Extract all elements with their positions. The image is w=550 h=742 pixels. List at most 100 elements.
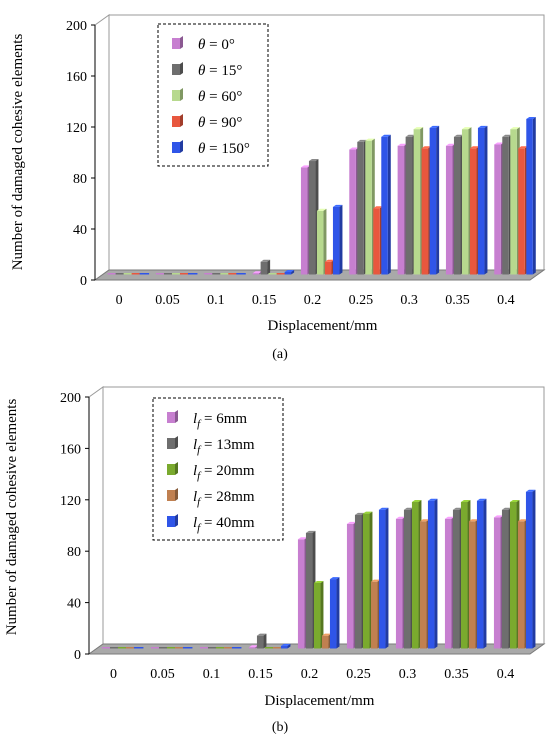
bar-top	[349, 147, 359, 150]
bar-b-0-0	[101, 647, 112, 649]
bar-a-0-2	[204, 273, 214, 275]
bar-top	[252, 271, 263, 274]
bar-top	[308, 159, 319, 162]
x-tick-label-a: 0.15	[252, 293, 277, 308]
bar-face	[256, 635, 264, 649]
bar-face	[321, 635, 329, 649]
bar-face	[502, 136, 509, 275]
x-axis-title-a: Displacement/mm	[268, 318, 378, 334]
panel-label-a: (a)	[272, 347, 288, 362]
bar-flat	[174, 647, 185, 649]
bar-top	[510, 127, 520, 130]
bar-b-4-8	[525, 489, 536, 649]
legend-swatch-face	[167, 412, 175, 423]
bar-flat	[166, 647, 177, 649]
bar-face	[252, 273, 260, 275]
legend-swatch-side	[175, 462, 178, 475]
bar-face	[460, 502, 468, 649]
x-tick-label-b: 0.2	[301, 667, 319, 682]
y-tick-label-a: 0	[80, 274, 87, 289]
bar-face	[444, 518, 452, 649]
bar-face	[349, 149, 356, 275]
legend-swatch-face	[172, 90, 180, 101]
bar-b-4-7	[476, 498, 487, 649]
bar-top	[329, 577, 340, 580]
bar-top	[445, 143, 456, 146]
bar-flat	[223, 647, 234, 649]
bar-a-4-7	[477, 125, 488, 275]
legend-swatch-b-3	[167, 488, 178, 501]
legend-swatch-face	[172, 38, 180, 49]
legend-swatch-side	[175, 436, 178, 449]
bar-a-2-3	[268, 273, 279, 275]
bar-a-4-8	[526, 116, 536, 275]
legend-swatch-side	[175, 514, 178, 527]
y-axis-title-b: Number of damaged cohesive elements	[4, 399, 20, 636]
chart-panel-a: 0 40 80 120 160 200 0 0.05 0.1 0.15 0.2 0.25 0.3 0.35…	[10, 14, 546, 362]
bar-top	[444, 516, 455, 519]
bar-face	[477, 127, 485, 275]
x-tick-label-b: 0.3	[399, 667, 417, 682]
bar-top	[378, 507, 389, 510]
bar-a-1-2	[212, 273, 222, 275]
bar-face	[300, 167, 308, 275]
bar-b-4-2	[231, 647, 242, 649]
bar-b-4-1	[182, 647, 193, 649]
bar-side	[291, 269, 295, 275]
bar-flat	[212, 273, 222, 275]
bar-face	[354, 514, 362, 649]
x-tick-label-b: 0.25	[346, 667, 371, 682]
bar-a-0-0	[107, 273, 118, 275]
legend-swatch-a-1	[172, 62, 183, 75]
bar-top	[493, 515, 504, 518]
bar-a-3-2	[228, 273, 238, 275]
bar-b-1-2	[207, 647, 218, 649]
bar-side	[434, 498, 438, 649]
y-tick-label-a: 120	[66, 121, 87, 136]
bar-flat	[179, 273, 190, 275]
x-tick-label-a: 0.25	[349, 293, 374, 308]
bar-flat	[115, 273, 126, 275]
bar-b-3-2	[223, 647, 234, 649]
legend-swatch-a-2	[172, 88, 183, 101]
x-tick-label-b: 0.35	[444, 667, 469, 682]
bar-top	[461, 127, 472, 130]
bar-flat	[268, 273, 279, 275]
y-tick-label-b: 120	[60, 494, 81, 509]
bar-top	[494, 142, 504, 145]
bar-top	[421, 146, 432, 149]
bar-side	[339, 204, 343, 275]
bar-b-0-2	[199, 647, 210, 649]
bar-flat	[199, 647, 210, 649]
bar-top	[362, 511, 373, 514]
bar-top	[332, 204, 343, 207]
legend-label-b-1: lf = 13mm	[193, 437, 255, 456]
bar-face	[405, 136, 413, 275]
y-tick-label-b: 200	[60, 391, 81, 406]
left-wall-a	[94, 14, 110, 281]
bar-face	[332, 206, 340, 275]
bar-flat	[109, 647, 120, 649]
bar-top	[256, 633, 267, 636]
bar-flat	[158, 647, 169, 649]
bar-face	[403, 509, 411, 649]
bar-b-4-6	[427, 498, 438, 649]
bar-top	[248, 645, 259, 648]
bar-top	[411, 500, 422, 503]
bar-a-4-2	[236, 273, 246, 275]
legend-label-a-2: θ = 60°	[198, 89, 242, 105]
bar-face	[370, 581, 378, 649]
bar-top	[452, 507, 463, 510]
bar-top	[427, 498, 438, 501]
bar-a-2-1	[171, 273, 182, 275]
x-tick-label-a: 0.3	[400, 293, 418, 308]
bar-face	[413, 129, 421, 275]
legend-swatch-side	[180, 36, 183, 49]
bar-top	[469, 146, 480, 149]
bar-top	[370, 579, 381, 582]
bar-top	[509, 500, 520, 503]
bar-a-2-4	[316, 208, 327, 275]
bar-top	[324, 259, 335, 262]
bar-face	[476, 500, 484, 649]
legend-swatch-b-4	[167, 514, 178, 527]
